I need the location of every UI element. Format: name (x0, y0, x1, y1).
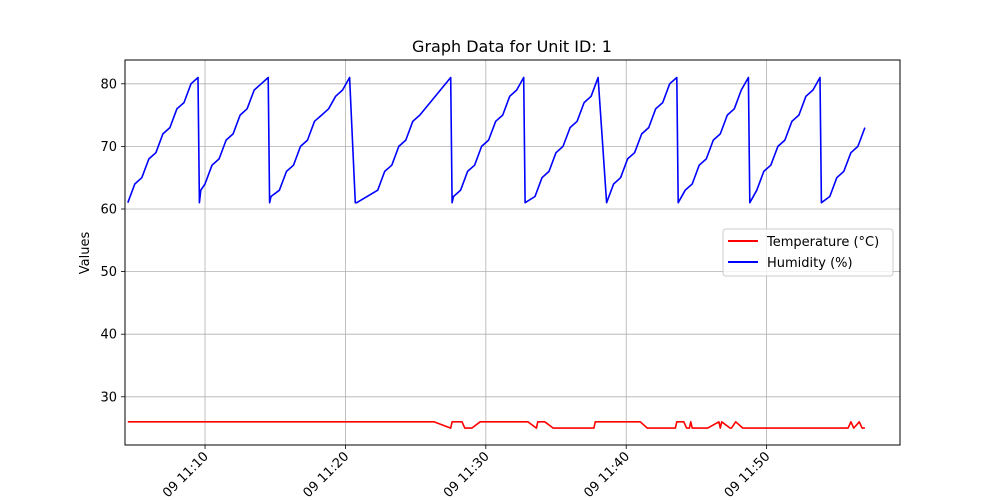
y-tick-label: 70 (100, 140, 117, 155)
plot-frame (124, 59, 901, 446)
y-tick-label: 40 (100, 328, 117, 343)
series-line-humidity (127, 76, 866, 204)
y-tick-label: 50 (100, 265, 117, 280)
y-axis: 30 40 50 60 70 80 (100, 77, 125, 405)
legend-label-humidity: Humidity (%) (767, 256, 853, 271)
y-tick-label: 30 (100, 390, 117, 405)
y-tick-label: 60 (100, 202, 117, 217)
legend-label-temperature: Temperature (°C) (766, 235, 879, 250)
legend: Temperature (°C) Humidity (%) (722, 228, 894, 277)
series-line-temperature (127, 420, 865, 429)
legend-box (722, 228, 894, 277)
chart-title: Graph Data for Unit ID: 1 (412, 37, 612, 56)
y-axis-label: Values (78, 232, 93, 275)
series-layer (127, 76, 866, 429)
y-tick-label: 80 (100, 77, 117, 92)
